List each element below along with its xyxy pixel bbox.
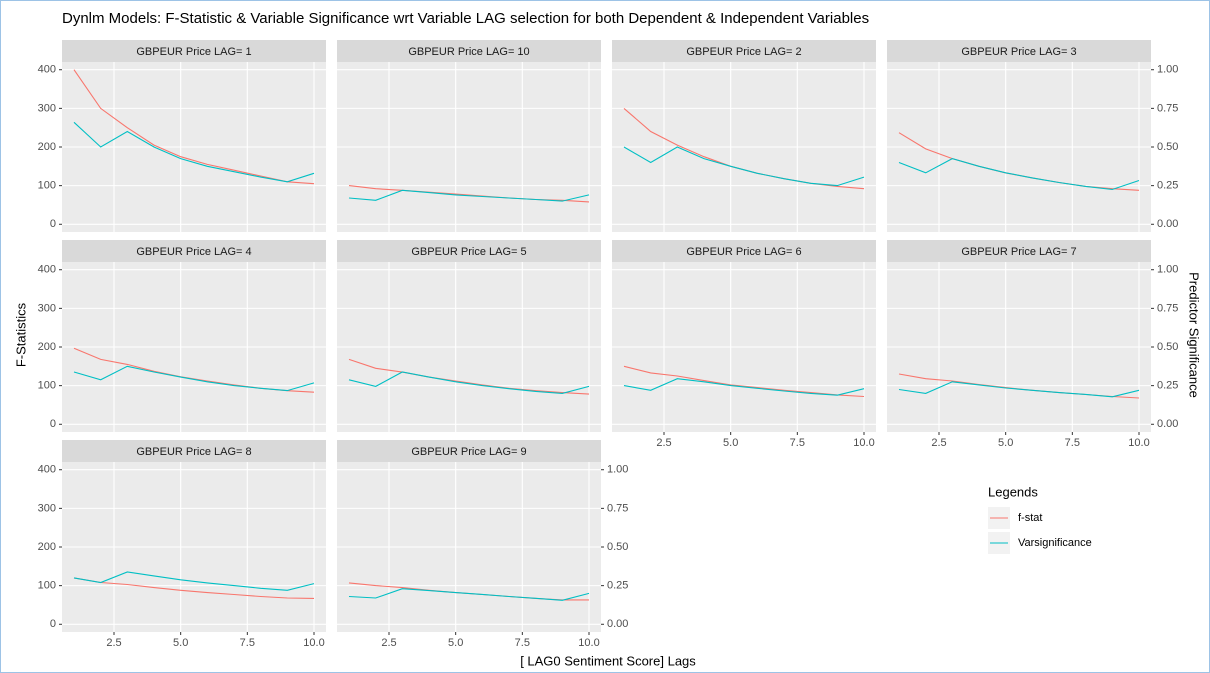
strip-label: GBPEUR Price LAG= 5 [411, 246, 526, 258]
x-tick-label: 2.5 [106, 637, 121, 649]
y2-tick-label: 0.50 [1157, 341, 1178, 353]
y2-tick-label: 0.25 [1157, 380, 1178, 392]
y-tick-label: 300 [38, 102, 56, 114]
strip [612, 40, 876, 62]
strip-label: GBPEUR Price LAG= 7 [961, 246, 1076, 258]
strip [337, 240, 601, 262]
x-tick-label: 2.5 [381, 637, 396, 649]
strip [62, 440, 326, 462]
y2-axis-title: Predictor Significance [1187, 272, 1202, 398]
y2-tick-label: 0.00 [1157, 418, 1178, 430]
line [348, 371, 590, 394]
y-tick-label: 100 [38, 580, 56, 592]
x-tick-label: 5.0 [998, 437, 1013, 449]
x-tick-label: 10.0 [578, 637, 599, 649]
x-tick-label: 7.5 [515, 637, 530, 649]
x-tick-label: 2.5 [931, 437, 946, 449]
y2-tick-label: 0.75 [607, 502, 628, 514]
strip [887, 240, 1151, 262]
strip [612, 240, 876, 262]
y2-tick-label: 0.50 [607, 541, 628, 553]
y2-tick-label: 1.00 [607, 464, 628, 476]
legend-label: Varsignificance [1018, 537, 1092, 549]
strip [62, 240, 326, 262]
line [73, 121, 315, 183]
y-tick-label: 400 [38, 64, 56, 76]
x-tick-label: 5.0 [723, 437, 738, 449]
x-tick-label: 7.5 [1065, 437, 1080, 449]
y-tick-label: 0 [50, 418, 56, 430]
line [623, 378, 865, 396]
line [73, 577, 315, 599]
chart-title: Dynlm Models: F-Statistic & Variable Sig… [62, 10, 869, 27]
y-tick-label: 400 [38, 264, 56, 276]
x-tick-label: 2.5 [656, 437, 671, 449]
strip-label: GBPEUR Price LAG= 10 [408, 46, 529, 58]
strip-label: GBPEUR Price LAG= 3 [961, 46, 1076, 58]
y-tick-label: 100 [38, 180, 56, 192]
y2-tick-label: 0.50 [1157, 141, 1178, 153]
strip-label: GBPEUR Price LAG= 6 [686, 246, 801, 258]
strip [337, 40, 601, 62]
legend-title: Legends [988, 484, 1038, 499]
y2-tick-label: 0.25 [607, 580, 628, 592]
strip-label: GBPEUR Price LAG= 1 [136, 46, 251, 58]
y2-tick-label: 0.75 [1157, 302, 1178, 314]
y-tick-label: 300 [38, 302, 56, 314]
y-tick-label: 200 [38, 541, 56, 553]
strip [337, 440, 601, 462]
y2-tick-label: 0.00 [1157, 218, 1178, 230]
line [898, 381, 1140, 398]
y-tick-label: 200 [38, 341, 56, 353]
y-tick-label: 0 [50, 218, 56, 230]
x-tick-label: 7.5 [790, 437, 805, 449]
y-tick-label: 300 [38, 502, 56, 514]
strip-label: GBPEUR Price LAG= 2 [686, 46, 801, 58]
x-tick-label: 5.0 [173, 637, 188, 649]
y-tick-label: 100 [38, 380, 56, 392]
y2-tick-label: 0.75 [1157, 102, 1178, 114]
x-tick-label: 7.5 [240, 637, 255, 649]
y-tick-label: 0 [50, 618, 56, 630]
x-tick-label: 5.0 [448, 637, 463, 649]
x-tick-label: 10.0 [1128, 437, 1149, 449]
y2-tick-label: 1.00 [1157, 64, 1178, 76]
line [348, 588, 590, 601]
strip-label: GBPEUR Price LAG= 4 [136, 246, 251, 258]
x-tick-label: 10.0 [853, 437, 874, 449]
strip [887, 40, 1151, 62]
y2-tick-label: 0.00 [607, 618, 628, 630]
strip [62, 40, 326, 62]
line [898, 158, 1140, 191]
strip-label: GBPEUR Price LAG= 9 [411, 446, 526, 458]
line [73, 365, 315, 392]
y-axis-title: F-Statistics [13, 302, 28, 367]
y2-tick-label: 0.25 [1157, 180, 1178, 192]
y2-tick-label: 1.00 [1157, 264, 1178, 276]
y-tick-label: 200 [38, 141, 56, 153]
line [348, 189, 590, 202]
strip-label: GBPEUR Price LAG= 8 [136, 446, 251, 458]
legend-label: f-stat [1018, 512, 1042, 524]
line [348, 358, 590, 395]
line [73, 571, 315, 591]
x-tick-label: 10.0 [303, 637, 324, 649]
line [623, 146, 865, 187]
y-tick-label: 400 [38, 464, 56, 476]
x-axis-title: [ LAG0 Sentiment Score] Lags [520, 653, 696, 668]
